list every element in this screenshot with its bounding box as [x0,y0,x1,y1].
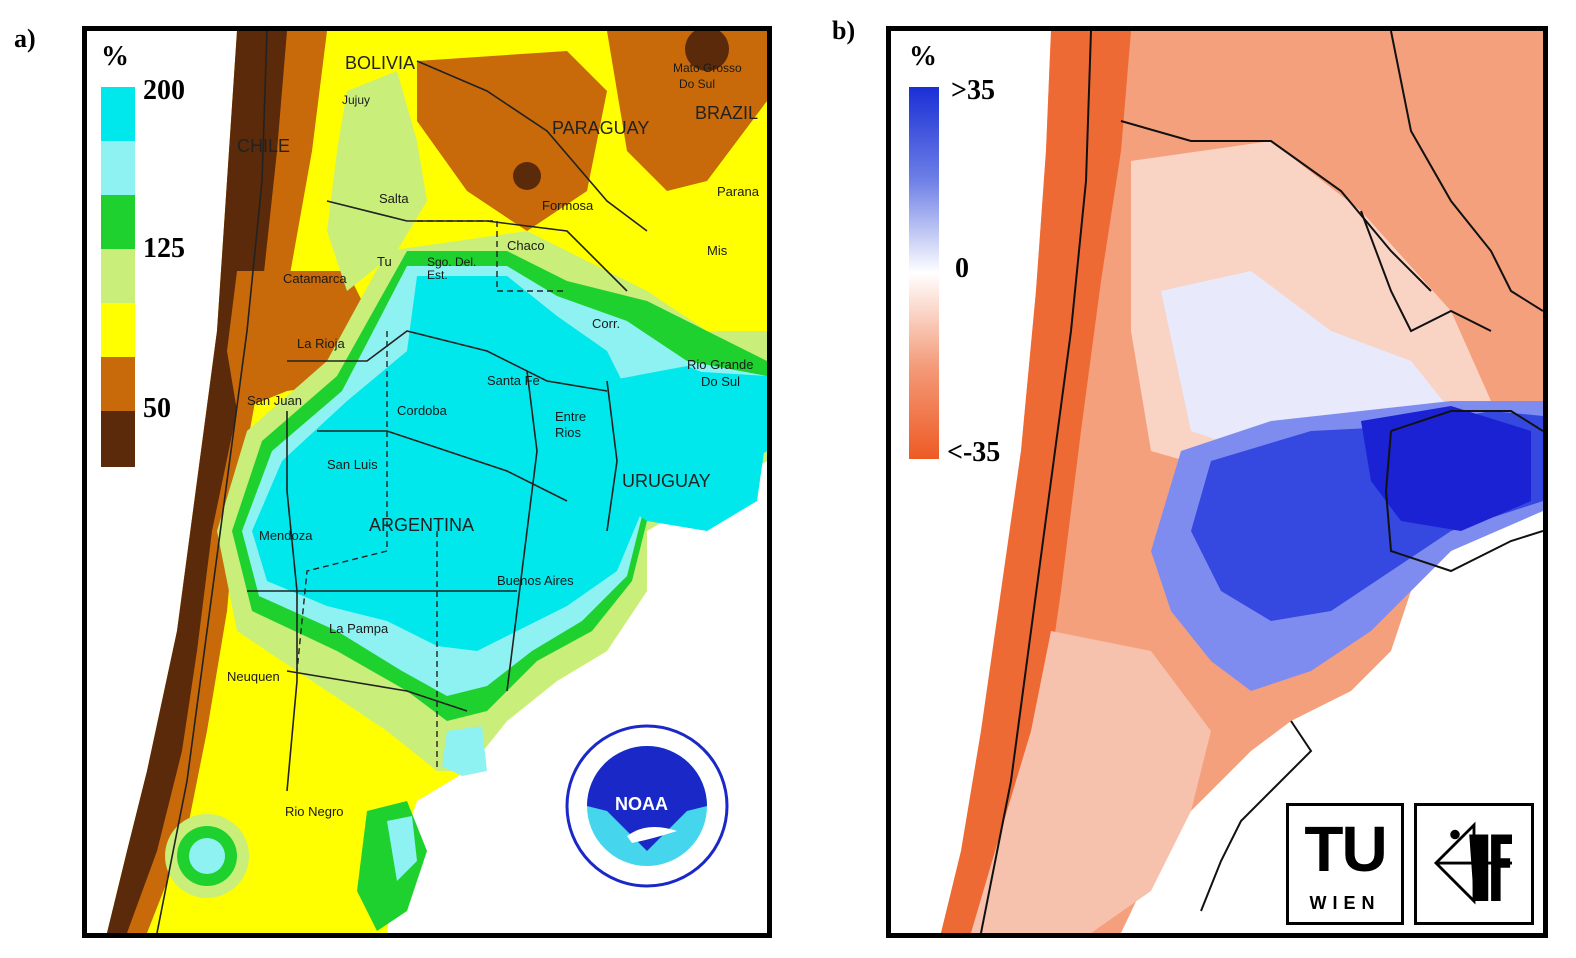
label-argentina: ARGENTINA [369,515,475,535]
legend-b-tick-max: >35 [951,75,995,106]
label-bolivia: BOLIVIA [345,53,416,73]
label-formosa: Formosa [542,198,594,213]
panel-a-label: a) [14,24,36,53]
legend-b-colorbar [909,87,939,459]
label-do-sul-2: Do Sul [701,374,741,389]
ipf-logo-mark [1433,821,1512,905]
label-catamarca: Catamarca [283,271,347,286]
ipf-logo [1414,803,1534,925]
legend-a-tick-200: 200 [143,75,185,106]
label-corr: Corr. [592,316,621,331]
legend-b-tick-min: <-35 [947,437,1001,468]
label-la-pampa: La Pampa [329,621,389,636]
label-uruguay: URUGUAY [622,471,711,491]
legend-b-tick-zero: 0 [955,253,969,284]
label-mendoza: Mendoza [259,528,313,543]
label-mato-grosso: Mato Grosso [673,61,742,75]
label-parana: Parana [717,184,759,199]
label-rio-grande: Rio Grande [687,357,754,372]
noaa-logo-text: NOAA [615,794,668,814]
legend-b-unit: % [909,41,937,72]
anomaly-map [891,31,1543,933]
label-san-juan: San Juan [247,393,302,408]
tu-wien-logo: TU WIEN [1286,803,1404,925]
precipitation-map-panel: % 200 125 50 BOLIVIA CHILE PARAGUAY BRAZ… [82,26,772,938]
label-tu: Tu [377,254,392,269]
panel-b-label: b) [832,16,856,45]
label-brazil: BRAZIL [695,103,759,123]
label-chile: CHILE [237,136,291,156]
label-neuquen: Neuquen [227,669,280,684]
label-cordoba: Cordoba [397,403,447,418]
label-jujuy: Jujuy [342,93,371,107]
label-paraguay: PARAGUAY [552,118,650,138]
label-rio-negro: Rio Negro [285,804,344,819]
label-la-rioja: La Rioja [297,336,345,351]
label-santa-fe: Santa Fe [487,373,540,388]
label-entre-rios: Entre Rios [555,409,587,440]
legend-a-tick-125: 125 [143,233,185,264]
label-buenos-aires: Buenos Aires [497,573,574,588]
legend-a-colorbar [101,87,135,467]
noaa-logo [565,724,729,888]
legend-a-unit: % [101,41,129,72]
label-salta: Salta [379,191,409,206]
label-sgo-del-est: Sgo. Del. Est. [427,255,477,282]
tu-logo-text: TU [1304,813,1387,885]
label-do-sul: Do Sul [679,77,716,91]
legend-a-tick-50: 50 [143,393,171,424]
label-chaco: Chaco [507,238,545,253]
label-mis: Mis [707,243,728,258]
label-san-luis: San Luis [327,457,378,472]
wien-logo-text: WIEN [1309,893,1381,913]
precipitation-map [87,31,767,933]
anomaly-map-panel: % >35 0 <-35 TU WIEN [886,26,1548,938]
